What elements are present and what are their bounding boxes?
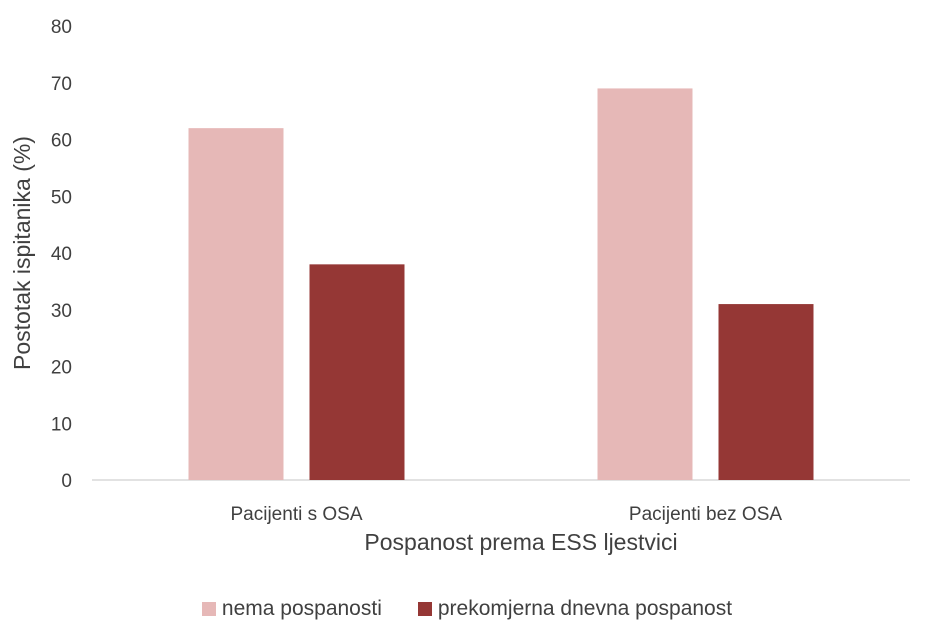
y-axis-ticks: 0 10 20 30 40 50 60 70 80 [51, 17, 72, 492]
legend-label: prekomjerna dnevna pospanost [437, 597, 733, 620]
legend-swatch [201, 602, 216, 616]
legend-swatch [417, 602, 432, 616]
y-axis-title: Postotak ispitanika (%) [9, 136, 35, 370]
bar [188, 128, 284, 480]
legend-item-prekomjerna-dnevna-pospanost: prekomjerna dnevna pospanost [417, 597, 733, 621]
y-tick-label: 0 [61, 471, 72, 492]
bar [718, 304, 814, 480]
legend-item-nema-pospanosti: nema pospanosti [201, 597, 382, 621]
bar [597, 88, 693, 481]
y-tick-label: 30 [51, 301, 72, 322]
y-tick-label: 50 [51, 187, 72, 208]
x-axis-category-labels: Pacijenti s OSA Pacijenti bez OSA [231, 504, 783, 525]
x-category-label: Pacijenti bez OSA [629, 504, 782, 525]
y-tick-label: 60 [51, 131, 72, 152]
legend-label: nema pospanosti [221, 597, 382, 620]
y-tick-label: 10 [51, 414, 72, 435]
legend: nema pospanosti prekomjerna dnevna pospa… [0, 594, 934, 624]
y-tick-label: 40 [51, 244, 72, 265]
y-tick-label: 80 [51, 17, 72, 38]
x-category-label: Pacijenti s OSA [231, 504, 363, 525]
y-tick-label: 70 [51, 74, 72, 95]
y-tick-label: 20 [51, 358, 72, 379]
bars [188, 88, 814, 481]
x-axis-title: Pospanost prema ESS ljestvici [364, 529, 677, 555]
bar [309, 264, 405, 480]
